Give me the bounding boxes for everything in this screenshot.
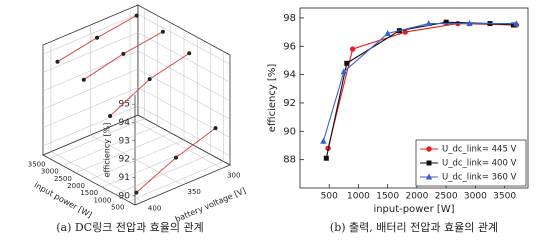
x-tick-label: 3500 — [493, 192, 516, 202]
x-tick-label: 1000 — [93, 196, 111, 204]
data-point — [466, 20, 473, 27]
data-point — [320, 137, 327, 144]
caption: (b) 출력, 배터리 전압과 효율의 관계 — [330, 221, 498, 234]
x-tick-label: 2500 — [435, 192, 458, 202]
data-point — [55, 59, 60, 64]
data-point — [147, 77, 152, 82]
data-point — [384, 30, 391, 37]
grid-line — [90, 134, 183, 186]
x-tick-label: 3500 — [28, 161, 46, 169]
series-line — [322, 23, 517, 142]
data-point — [323, 155, 329, 161]
grid-line — [129, 118, 223, 169]
legend-marker — [426, 160, 432, 166]
data-point — [187, 51, 192, 56]
data-point — [344, 60, 350, 66]
data-point — [134, 190, 139, 195]
data-point — [81, 77, 86, 82]
x-axis-label: input-power [W] — [373, 204, 454, 215]
z-tick-label: 92 — [119, 155, 130, 165]
data-point — [95, 35, 100, 40]
data-point — [513, 20, 520, 27]
legend-marker — [426, 146, 432, 152]
z-tick-label: 90 — [119, 191, 131, 201]
x-tick-label: 2000 — [67, 182, 85, 190]
legend-marker — [425, 173, 433, 180]
y-tick-label: 350 — [188, 188, 201, 196]
y-tick-label: 92 — [283, 98, 296, 109]
z-axis-label: efficiency [%] — [103, 123, 112, 178]
z-tick-label: 94 — [119, 118, 131, 128]
y-tick-label: 94 — [283, 70, 296, 81]
data-point — [340, 68, 348, 75]
x-tick-label: 1500 — [80, 189, 98, 197]
z-tick-label: 93 — [119, 136, 130, 146]
data-point — [510, 22, 516, 28]
data-point — [443, 19, 449, 25]
y-tick-label: 300 — [227, 171, 240, 179]
x-tick-label: 1500 — [376, 192, 399, 202]
y-tick-label: 90 — [283, 126, 296, 137]
x-tick-label: 3000 — [464, 192, 487, 202]
legend-label: U_dc_link= 445 V — [442, 145, 517, 155]
grid-line — [50, 151, 144, 202]
y-tick-label: 400 — [148, 205, 161, 213]
data-point — [134, 13, 139, 18]
legend-label: U_dc_link= 360 V — [442, 173, 517, 183]
y-tick-label: 98 — [283, 13, 296, 24]
caption: (a) DC링크 전압과 효율의 관계 — [56, 221, 204, 234]
y-tick-label: 88 — [283, 155, 296, 166]
y-tick-label: 96 — [283, 41, 296, 52]
y-axis-label: battery voltage [V] — [174, 186, 247, 224]
x-tick-label: 2000 — [405, 192, 428, 202]
data-point — [108, 113, 113, 118]
x-tick-label: 3000 — [41, 168, 59, 176]
data-point — [425, 20, 432, 27]
data-point — [121, 51, 126, 56]
x-tick-label: 2500 — [54, 175, 72, 183]
z-tick-label: 95 — [119, 100, 130, 110]
x-tick-label: 500 — [321, 192, 338, 202]
data-point — [402, 29, 408, 35]
x-tick-label: 500 — [111, 203, 124, 211]
y-axis-label: efficiency [%] — [267, 64, 278, 133]
data-point — [213, 126, 218, 131]
data-point — [173, 155, 178, 160]
data-point — [160, 29, 165, 34]
data-point — [349, 46, 356, 52]
legend-label: U_dc_link= 400 V — [442, 159, 517, 169]
x-tick-label: 1000 — [347, 192, 370, 202]
